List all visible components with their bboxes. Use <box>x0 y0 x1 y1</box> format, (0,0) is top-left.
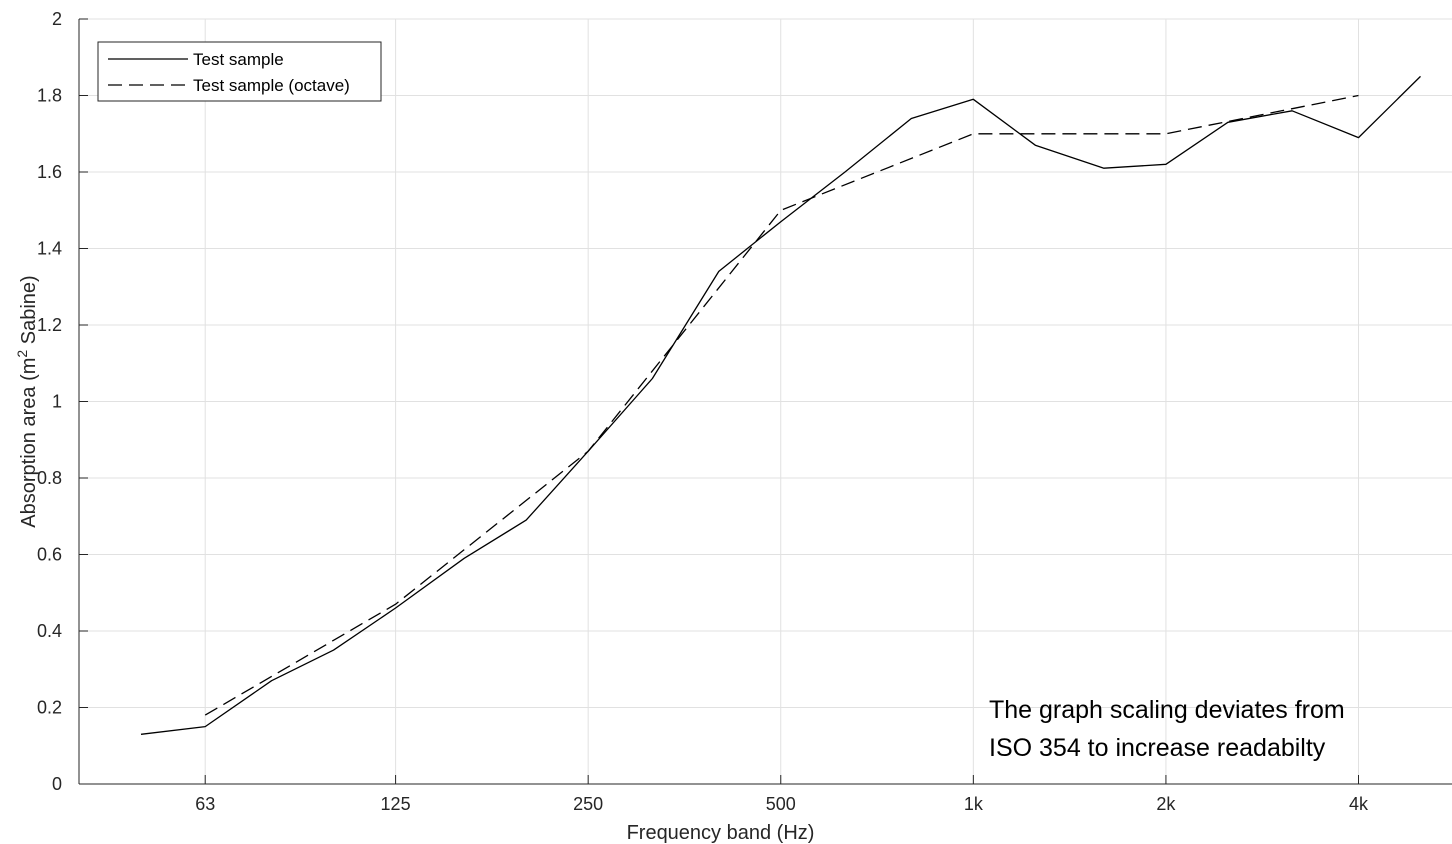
y-tick-label-0.4: 0.4 <box>37 621 62 641</box>
legend-label-test-sample: Test sample <box>193 50 284 69</box>
y-tick-label-0.2: 0.2 <box>37 698 62 718</box>
y-tick-label-0: 0 <box>52 774 62 794</box>
series-line-1 <box>204 94 1359 716</box>
legend-box <box>97 41 382 102</box>
legend-label-test-sample-octave: Test sample (octave) <box>193 76 350 95</box>
y-tick-label-1: 1 <box>52 392 62 412</box>
grid <box>79 18 1452 785</box>
series-line-0 <box>140 75 1421 735</box>
x-tick-label-1k: 1k <box>964 794 984 814</box>
y-tick-label-0.8: 0.8 <box>37 468 62 488</box>
x-tick-label-125: 125 <box>381 794 411 814</box>
x-tick-label-4k: 4k <box>1349 794 1369 814</box>
x-tick-label-63: 63 <box>195 794 215 814</box>
x-tick-label-500: 500 <box>766 794 796 814</box>
x-axis-title: Frequency band (Hz) <box>627 822 815 844</box>
y-tick-label-2: 2 <box>52 9 62 29</box>
y-axis-title-main: Absorption area (m <box>18 358 40 528</box>
series-layer <box>140 75 1421 735</box>
axes <box>78 18 1452 785</box>
y-axis-title-tail: Sabine) <box>18 275 40 350</box>
legend: Test sample Test sample (octave) <box>97 41 382 102</box>
y-tick-label-1.2: 1.2 <box>37 315 62 335</box>
x-tick-label-250: 250 <box>573 794 603 814</box>
annotation-line-2: ISO 354 to increase readabilty <box>989 734 1326 762</box>
y-tick-label-1.6: 1.6 <box>37 162 62 182</box>
x-tick-label-2k: 2k <box>1156 794 1176 814</box>
y-tick-label-0.6: 0.6 <box>37 545 62 565</box>
y-axis-title-sup: 2 <box>14 350 30 358</box>
y-tick-label-1.8: 1.8 <box>37 86 62 106</box>
tick-labels: 63 125 250 500 1k 2k 4k 0 0.2 0.4 0.6 0.8 1 1.2 1.4 1.6… <box>37 9 1369 814</box>
y-axis-title: Absorption area (m2 Sabine) <box>14 275 40 527</box>
y-tick-label-1.4: 1.4 <box>37 239 62 259</box>
annotation-line-1: The graph scaling deviates from <box>989 696 1345 724</box>
